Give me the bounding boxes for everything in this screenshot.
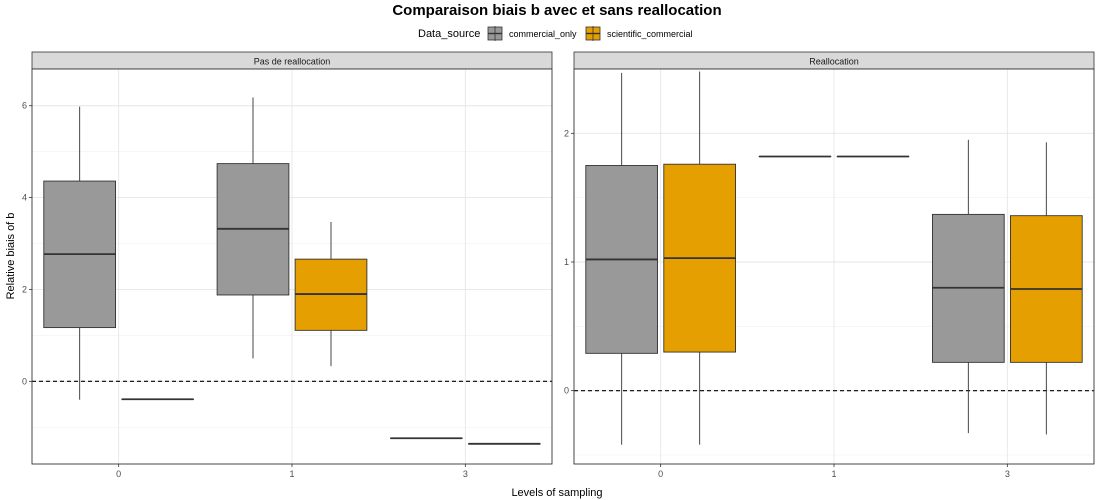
y-tick-label: 6 bbox=[22, 101, 27, 111]
y-tick-label: 2 bbox=[22, 284, 27, 294]
x-tick-label: 1 bbox=[289, 469, 294, 479]
x-tick-label: 0 bbox=[658, 469, 663, 479]
panel-2: Reallocation 0 1 2 0 1 3 bbox=[564, 51, 1095, 479]
panel-strip-label: Reallocation bbox=[809, 57, 859, 67]
x-axis-label: Levels of sampling bbox=[511, 487, 602, 499]
y-tick-label: 0 bbox=[564, 386, 569, 396]
x-tick-label: 1 bbox=[831, 469, 836, 479]
panels: Pas de reallocation 0 2 4 6 0 1 3 Reallocation 0 1… bbox=[22, 51, 1095, 479]
x-tick-label: 3 bbox=[463, 469, 468, 479]
box-commercial_only-level-3 bbox=[932, 139, 1005, 434]
box-commercial_only-level-0 bbox=[43, 106, 116, 400]
legend-item-scientific_commercial: scientific_commercial bbox=[585, 26, 693, 41]
x-tick-label: 0 bbox=[116, 469, 121, 479]
y-tick-label: 1 bbox=[564, 257, 569, 267]
x-tick-label: 3 bbox=[1005, 469, 1010, 479]
panel-1: Pas de reallocation 0 2 4 6 0 1 3 bbox=[22, 51, 553, 479]
box-scientific_commercial-level-0 bbox=[663, 71, 736, 445]
box-scientific_commercial-level-1 bbox=[294, 221, 368, 367]
y-axis-label: Relative biais of b bbox=[5, 213, 17, 300]
panel-strip-label: Pas de reallocation bbox=[254, 57, 331, 67]
legend-title: Data_source bbox=[418, 28, 480, 40]
legend-label-scientific_commercial: scientific_commercial bbox=[607, 29, 693, 39]
y-tick-label: 4 bbox=[22, 193, 27, 203]
box-scientific_commercial-level-3 bbox=[1010, 142, 1083, 435]
legend-label-commercial_only: commercial_only bbox=[509, 29, 577, 39]
box-commercial_only-level-0 bbox=[585, 72, 658, 445]
legend-item-commercial_only: commercial_only bbox=[487, 26, 577, 41]
chart-title: Comparaison biais b avec et sans realloc… bbox=[392, 2, 721, 19]
legend: Data_source commercial_only scientific_co… bbox=[418, 26, 693, 41]
y-tick-label: 2 bbox=[564, 128, 569, 138]
box-commercial_only-level-1 bbox=[216, 97, 290, 359]
y-tick-label: 0 bbox=[22, 376, 27, 386]
